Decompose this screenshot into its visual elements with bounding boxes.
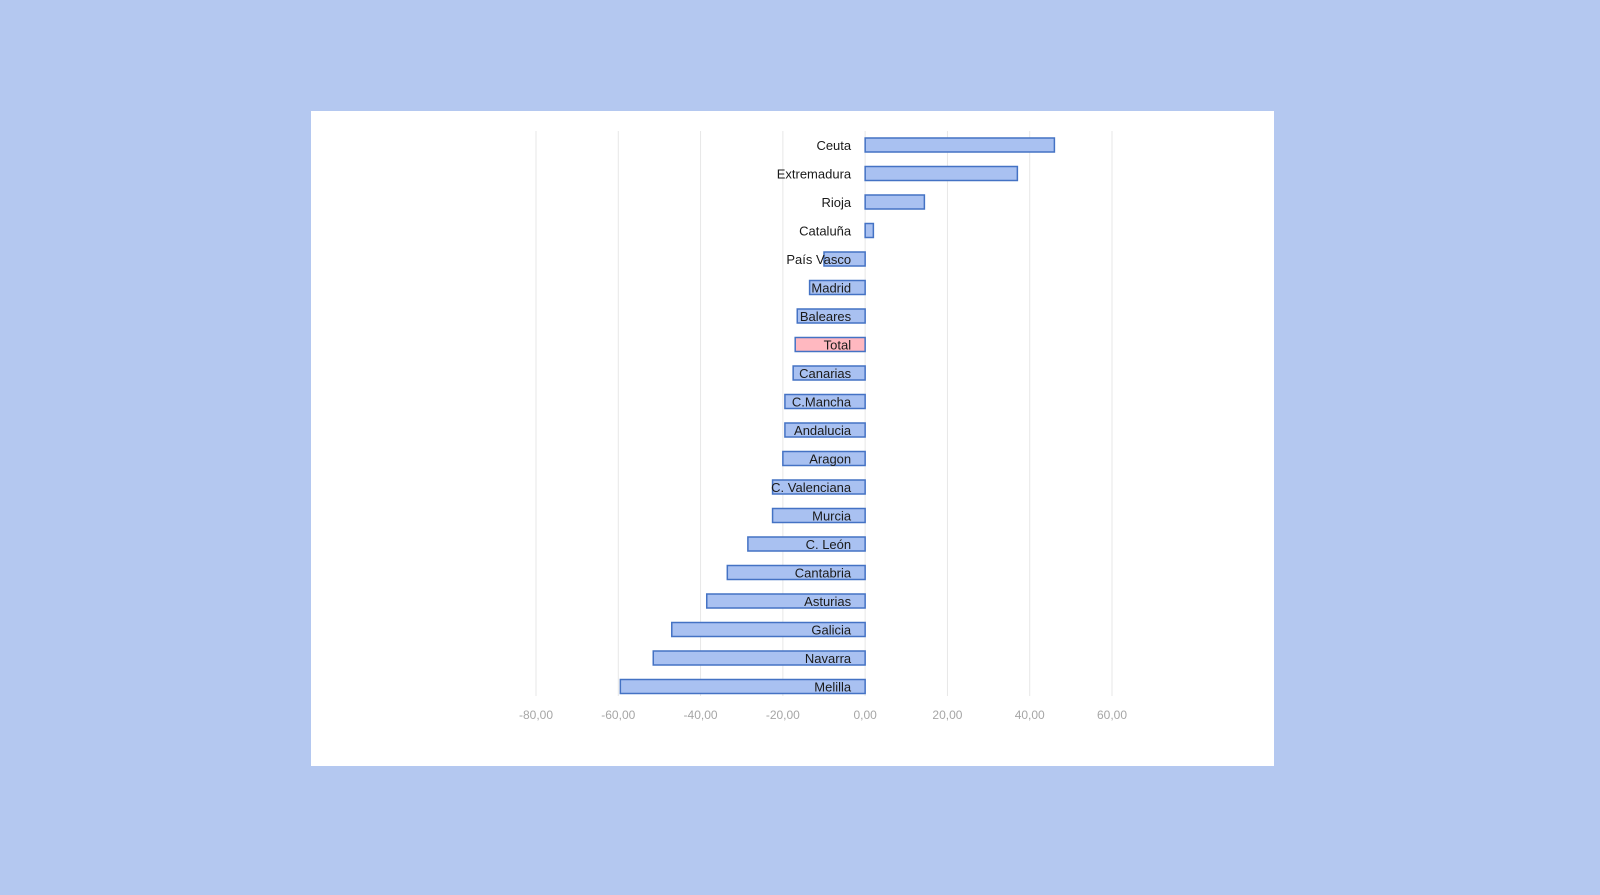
bar	[652, 650, 866, 666]
bar	[864, 194, 926, 210]
x-tick-label: -20,00	[766, 708, 800, 722]
category-label: Total	[824, 338, 852, 353]
grid-lines	[535, 131, 1113, 696]
category-label: Navarra	[805, 651, 852, 666]
bar	[864, 222, 875, 239]
x-tick-label: 60,00	[1097, 708, 1127, 722]
category-label: Andalucia	[794, 423, 852, 438]
bar	[792, 365, 866, 381]
bar-total	[794, 336, 866, 353]
category-label: País Vasco	[786, 252, 851, 267]
category-label: Madrid	[811, 281, 851, 296]
category-label: Baleares	[800, 309, 852, 324]
bar	[823, 251, 866, 267]
chart-card: Ceuta Extremadura Rioja Cataluña País Vasco M…	[311, 111, 1274, 766]
category-label: Galicia	[811, 623, 852, 638]
category-label: C.Mancha	[792, 395, 852, 410]
bar	[726, 564, 866, 581]
x-tick-label: 0,00	[853, 708, 877, 722]
category-label: Murcia	[812, 509, 852, 524]
bar	[782, 450, 866, 467]
category-label: Ceuta	[816, 138, 851, 153]
x-tick-label: -40,00	[684, 708, 718, 722]
bar	[784, 422, 866, 438]
x-axis-tick-labels: -80,00 -60,00 -40,00 -20,00 0,00 20,00 40,00 60…	[519, 708, 1127, 722]
bar	[796, 308, 866, 324]
bar	[864, 137, 1056, 153]
bar	[747, 536, 866, 552]
bar	[784, 393, 866, 410]
category-labels: Ceuta Extremadura Rioja Cataluña País Vasco M…	[771, 138, 852, 695]
bar	[808, 279, 866, 296]
category-label: Canarias	[799, 366, 852, 381]
category-label: C. León	[806, 537, 852, 552]
bar	[771, 479, 866, 495]
bar	[771, 507, 866, 524]
x-tick-label: 40,00	[1015, 708, 1045, 722]
category-label: Rioja	[822, 195, 852, 210]
bars	[619, 137, 1056, 695]
category-label: Asturias	[804, 594, 851, 609]
category-label: C. Valenciana	[771, 480, 852, 495]
category-label: Extremadura	[777, 167, 852, 182]
category-label: Aragon	[809, 452, 851, 467]
category-label: Melilla	[814, 680, 852, 695]
x-tick-label: -60,00	[601, 708, 635, 722]
bar	[705, 593, 866, 609]
x-tick-label: 20,00	[932, 708, 962, 722]
x-tick-label: -80,00	[519, 708, 553, 722]
bar	[671, 621, 866, 638]
bar-chart: Ceuta Extremadura Rioja Cataluña País Vasco M…	[519, 131, 1127, 722]
category-label: Cantabria	[795, 566, 852, 581]
bar	[864, 165, 1019, 182]
category-label: Cataluña	[799, 224, 852, 239]
bar	[619, 678, 866, 695]
